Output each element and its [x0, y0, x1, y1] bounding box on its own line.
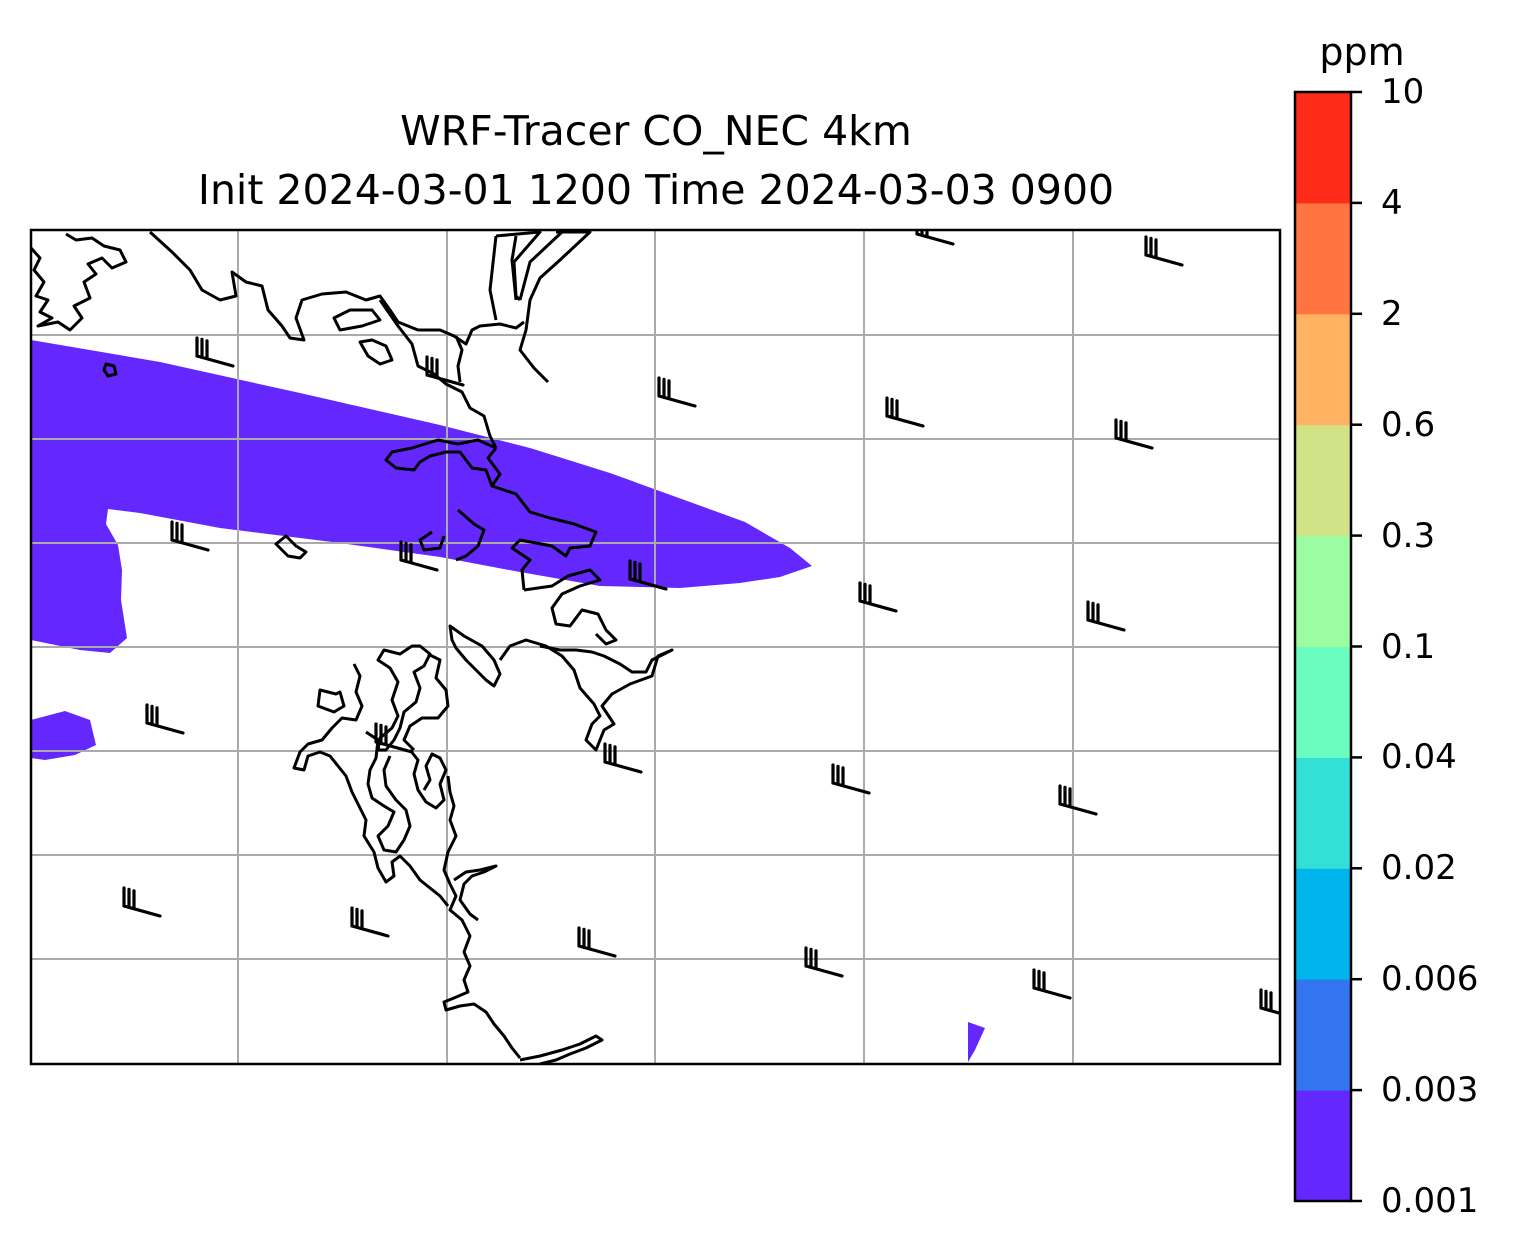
colorbar-segment [1295, 646, 1351, 758]
wind-barb-icon [195, 336, 235, 368]
co-plume-west [31, 711, 96, 760]
coastline-delmarva [408, 749, 448, 810]
coastline-chesapeake-w [316, 688, 412, 854]
coastline-island-2 [358, 338, 394, 366]
wind-barb-icon [603, 742, 643, 774]
colorbar-segment [1295, 313, 1351, 426]
coastline-river-band [495, 230, 564, 302]
colorbar-tick-label: 0.6 [1381, 404, 1436, 445]
colorbar-tick-label: 0.006 [1381, 959, 1479, 1000]
colorbar-segment [1295, 979, 1351, 1091]
map-frame [29, 228, 1282, 1066]
coastline-river-fork [518, 230, 592, 384]
figure-title-line-2: Init 2024-03-01 1200 Time 2024-03-03 090… [197, 166, 1115, 214]
coastline-east-shore [418, 508, 486, 562]
coastline-mainland [448, 624, 674, 752]
coastline-river-w [488, 235, 498, 321]
wind-barb-icon [885, 396, 925, 428]
wind-barb-icon [1058, 784, 1098, 816]
colorbar-tick-label: 2 [1381, 293, 1403, 334]
colorbar-segment [1295, 202, 1351, 315]
map-panel [31, 230, 1280, 1064]
colorbar-tick-label: 0.1 [1381, 626, 1436, 667]
colorbar-tick-label: 0.04 [1381, 737, 1457, 778]
colorbar-segment [1295, 1090, 1351, 1202]
map-gridlines [31, 230, 1280, 1064]
coastline-island-3 [102, 362, 118, 378]
coastlines [31, 230, 674, 1064]
coastline-sound [486, 447, 598, 591]
colorbar-tick-label: 0.001 [1381, 1181, 1479, 1221]
colorbar-tick-label: 10 [1381, 72, 1425, 112]
wind-barb-icon [1086, 600, 1126, 632]
coastline-shore-s [442, 775, 522, 1059]
coastline-chesapeake [292, 663, 450, 907]
coastline-north-shore-2 [148, 230, 525, 346]
wind-barb-icon [1032, 968, 1072, 1000]
colorbar-tick-label: 0.02 [1381, 848, 1457, 889]
wind-barb-icon [1114, 418, 1154, 450]
colorbar-segment [1295, 424, 1351, 537]
colorbar-tick-label: 0.003 [1381, 1070, 1479, 1111]
wind-barb-icon [145, 703, 185, 735]
colorbar-segment [1295, 868, 1351, 980]
wind-barb-icon [122, 886, 162, 918]
wind-barb-icon [350, 906, 390, 938]
colorbar-segment [1295, 757, 1351, 869]
coastline-island-1 [332, 308, 382, 332]
wind-barb-icon [804, 946, 844, 978]
colorbar [1293, 90, 1362, 1203]
coastline-outer-banks [519, 1034, 604, 1064]
co-plume-south [968, 1022, 985, 1062]
wind-barb-icon [577, 926, 617, 958]
colorbar-ticks [1351, 90, 1362, 1203]
co-plume-main [31, 340, 812, 653]
figure-title-line-1: WRF-Tracer CO_NEC 4km [400, 107, 912, 155]
coastline-bay [378, 299, 498, 449]
coastline-islet [274, 534, 308, 560]
colorbar-tick-label: 4 [1381, 182, 1403, 223]
colorbar-segment [1295, 92, 1351, 204]
wind-barb-icon [170, 520, 210, 552]
coastline-north-shore [31, 232, 128, 332]
co-tracer-plume [31, 340, 985, 1062]
coastline-peninsula [523, 568, 618, 646]
colorbar-unit-label: ppm [1319, 30, 1405, 74]
coastline-sound-2 [384, 438, 497, 487]
wind-barb-icon [657, 376, 697, 408]
colorbar-tick-label: 0.3 [1381, 515, 1436, 556]
colorbar-segments [1295, 92, 1351, 1202]
coastline-inlet [454, 335, 464, 383]
coastline-south-bay [376, 644, 450, 752]
wind-barbs [122, 230, 1280, 1020]
wind-barb-icon [858, 581, 898, 613]
coastline-sound-s [453, 864, 498, 922]
colorbar-segment [1295, 535, 1351, 647]
wind-barb-icon [1144, 235, 1184, 267]
